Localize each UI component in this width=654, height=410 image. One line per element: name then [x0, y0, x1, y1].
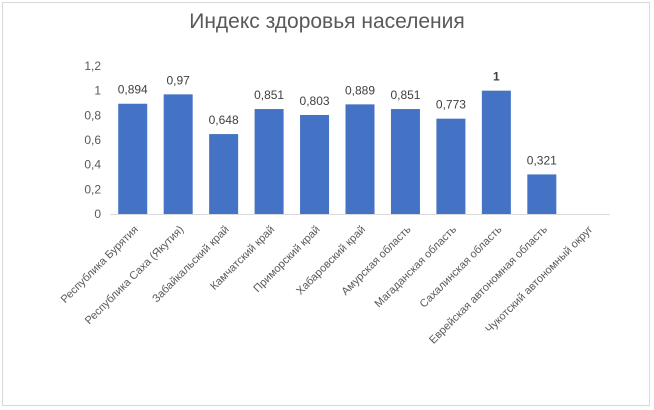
data-label: 0,851	[390, 88, 420, 102]
data-label: 0,889	[345, 83, 375, 97]
y-tick-label: 0	[94, 207, 101, 221]
x-tick-label: Забайкальский край	[150, 224, 231, 305]
bar	[163, 94, 193, 214]
x-tick-label: Магаданская область	[373, 223, 460, 310]
data-label: 0,894	[118, 83, 148, 97]
bars	[118, 90, 557, 214]
data-label: 0,648	[209, 113, 239, 127]
bar	[481, 90, 511, 214]
y-tick-label: 0,4	[84, 158, 101, 172]
x-tick-label: Республика Бурятия	[59, 224, 141, 306]
bar	[118, 103, 148, 214]
data-labels: 0,894 0,97 0,648 0,851 0,803 0,889 0,851 0,773 1…	[118, 70, 557, 168]
bar	[345, 104, 375, 214]
data-label: 0,803	[300, 94, 330, 108]
y-tick-label: 1,2	[84, 59, 101, 73]
data-label: 1	[493, 70, 500, 84]
bar	[436, 118, 466, 214]
bar	[300, 114, 330, 214]
data-label: 0,773	[436, 98, 466, 112]
y-tick-label: 0,2	[84, 182, 101, 196]
y-tick-label: 0,8	[84, 108, 101, 122]
data-label: 0,97	[167, 73, 191, 87]
bar	[527, 174, 557, 214]
chart-title: Индекс здоровья населения	[189, 10, 465, 33]
y-axis: 0 0,2 0,4 0,6 0,8 1 1,2	[84, 59, 101, 221]
x-tick-label: Сахалинская область	[418, 223, 505, 310]
data-label: 0,851	[254, 88, 284, 102]
bar	[209, 134, 239, 214]
bar	[390, 109, 420, 214]
y-tick-label: 1	[94, 84, 101, 98]
y-tick-label: 0,6	[84, 133, 101, 147]
data-label: 0,321	[527, 153, 557, 167]
bar	[254, 109, 284, 214]
